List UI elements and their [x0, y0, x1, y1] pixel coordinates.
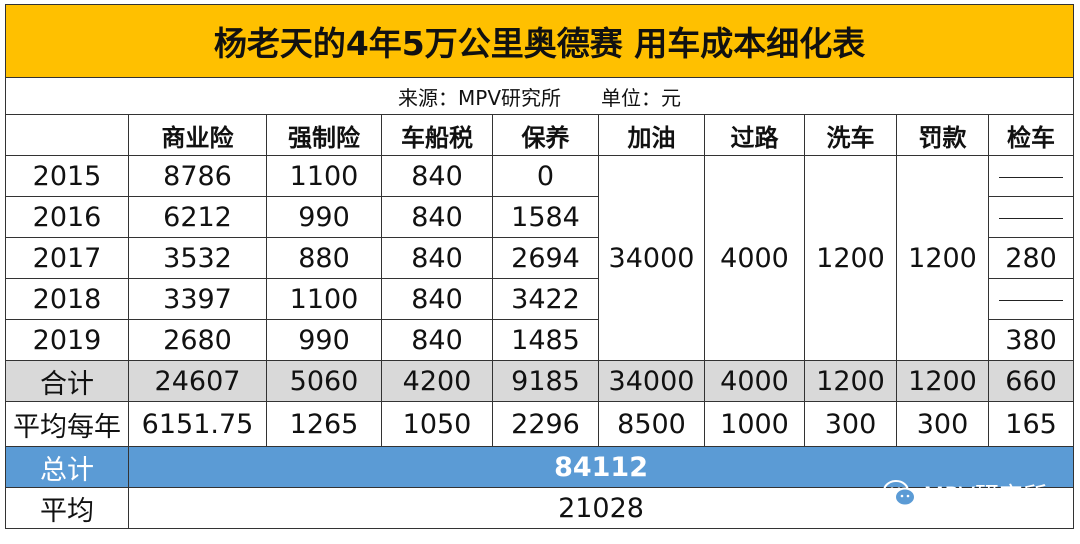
header-tolls: 过路: [704, 114, 805, 156]
avg-cell: 1000: [704, 401, 805, 447]
maintenance-cell: 3422: [492, 278, 599, 320]
header-corner: [5, 114, 129, 156]
header-row: 商业险 强制险 车船税 保养 加油 过路 洗车 罚款 检车: [5, 114, 1075, 156]
wechat-icon: [883, 479, 917, 506]
compulsory-cell: 1100: [266, 278, 382, 320]
header-fines: 罚款: [896, 114, 989, 156]
tax-cell: 840: [381, 278, 493, 320]
avg-cell: 1265: [266, 401, 382, 447]
year-cell: 2017: [5, 237, 129, 279]
tax-cell: 840: [381, 319, 493, 361]
commercial-cell: 2680: [128, 319, 267, 361]
inspection-cell: [987, 278, 1075, 320]
compulsory-cell: 990: [266, 196, 382, 238]
avg-cell: 2296: [492, 401, 599, 447]
header-compulsory-insurance: 强制险: [266, 114, 382, 156]
grand-average-label: 平均: [5, 487, 129, 529]
sum-cell: 24607: [128, 360, 267, 402]
total-label: 总计: [5, 446, 129, 488]
sum-label: 合计: [5, 360, 129, 402]
tax-cell: 840: [381, 237, 493, 279]
cost-table: 杨老天的4年5万公里奥德赛 用车成本细化表 来源：MPV研究所 单位：元 商业险…: [4, 4, 1075, 529]
header-vehicle-tax: 车船税: [381, 114, 493, 156]
commercial-cell: 6212: [128, 196, 267, 238]
compulsory-cell: 1100: [266, 155, 382, 197]
sum-cell: 4200: [381, 360, 493, 402]
total-value: 84112: [127, 446, 1075, 488]
year-cell: 2015: [5, 155, 129, 197]
inspection-cell: 380: [987, 319, 1075, 361]
watermark: MPV研究所: [883, 476, 1047, 511]
inspection-cell: [987, 155, 1075, 197]
compulsory-cell: 990: [266, 319, 382, 361]
sum-cell: 1200: [896, 360, 989, 402]
header-fuel: 加油: [598, 114, 705, 156]
avg-cell: 165: [987, 401, 1075, 447]
title-row: 杨老天的4年5万公里奥德赛 用车成本细化表: [4, 4, 1075, 78]
inspection-cell: [987, 196, 1075, 238]
year-cell: 2016: [5, 196, 129, 238]
sum-cell: 660: [987, 360, 1075, 402]
header-inspection: 检车: [987, 114, 1075, 156]
source-note: 来源：MPV研究所 单位：元: [4, 77, 1075, 115]
grand-average-row: 平均 21028: [5, 487, 1075, 529]
fuel-merged-cell: 34000: [598, 155, 705, 361]
cost-table-sheet: 杨老天的4年5万公里奥德赛 用车成本细化表 来源：MPV研究所 单位：元 商业险…: [4, 4, 1075, 534]
empty-dash: [999, 176, 1064, 178]
header-commercial-insurance: 商业险: [128, 114, 267, 156]
grand-average-value: 21028: [127, 487, 1075, 529]
table-row: 2017 3532 880 840 2694 280: [5, 237, 1075, 279]
avg-cell: 8500: [598, 401, 705, 447]
tolls-merged-cell: 4000: [704, 155, 805, 361]
avg-cell: 1050: [381, 401, 493, 447]
compulsory-cell: 880: [266, 237, 382, 279]
source-row: 来源：MPV研究所 单位：元: [4, 77, 1075, 115]
maintenance-cell: 1584: [492, 196, 599, 238]
maintenance-cell: 1485: [492, 319, 599, 361]
year-cell: 2018: [5, 278, 129, 320]
maintenance-cell: 2694: [492, 237, 599, 279]
sum-cell: 4000: [704, 360, 805, 402]
sum-row: 合计 24607 5060 4200 9185 34000 4000 1200 …: [5, 360, 1075, 402]
avg-cell: 300: [896, 401, 989, 447]
sum-cell: 1200: [804, 360, 897, 402]
avg-cell: 300: [804, 401, 897, 447]
avg-cell: 6151.75: [128, 401, 267, 447]
table-row: 2015 8786 1100 840 0 34000 4000 1200 120…: [5, 155, 1075, 361]
maintenance-cell: 0: [492, 155, 599, 197]
yearly-average-row: 平均每年 6151.75 1265 1050 2296 8500 1000 30…: [5, 401, 1075, 447]
wash-merged-cell: 1200: [804, 155, 897, 361]
fines-merged-cell: 1200: [896, 155, 989, 361]
total-row: 总计 84112: [5, 446, 1075, 488]
table-title: 杨老天的4年5万公里奥德赛 用车成本细化表: [4, 4, 1075, 78]
commercial-cell: 8786: [128, 155, 267, 197]
tax-cell: 840: [381, 196, 493, 238]
empty-dash: [999, 299, 1064, 301]
avg-label: 平均每年: [5, 401, 129, 447]
header-car-wash: 洗车: [804, 114, 897, 156]
sum-cell: 5060: [266, 360, 382, 402]
table-row: 2018 3397 1100 840 3422: [5, 278, 1075, 320]
watermark-text: MPV研究所: [923, 482, 1047, 510]
commercial-cell: 3397: [128, 278, 267, 320]
commercial-cell: 3532: [128, 237, 267, 279]
sum-cell: 34000: [598, 360, 705, 402]
tax-cell: 840: [381, 155, 493, 197]
header-maintenance: 保养: [492, 114, 599, 156]
inspection-cell: 280: [987, 237, 1075, 279]
sum-cell: 9185: [492, 360, 599, 402]
empty-dash: [999, 217, 1064, 219]
year-cell: 2019: [5, 319, 129, 361]
